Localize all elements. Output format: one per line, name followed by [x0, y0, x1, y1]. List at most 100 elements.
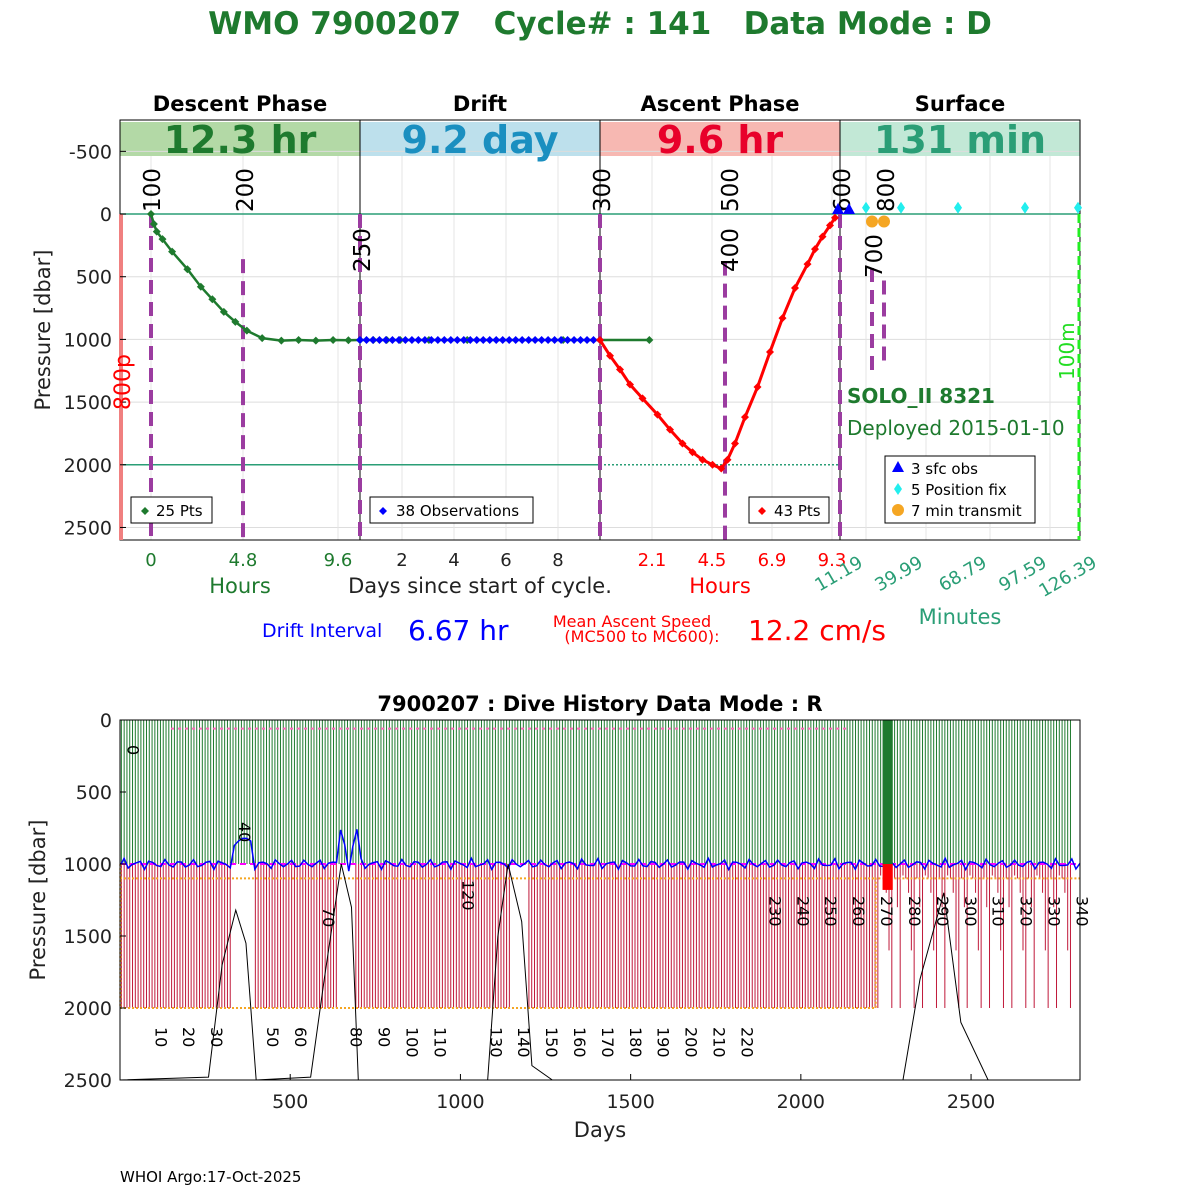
phase-value-0: 12.3 hr	[164, 118, 317, 162]
ascent-x-tick-1: 4.5	[698, 550, 727, 571]
float-model: SOLO_II 8321	[847, 384, 995, 408]
drift-point-25	[518, 336, 527, 345]
y-tick-label-5: 2000	[64, 455, 112, 477]
ascent-point-21	[818, 232, 827, 241]
descent-point-8	[219, 307, 228, 316]
descent-point-0	[147, 210, 155, 219]
descent-point-2	[152, 227, 161, 236]
drift-point-22	[498, 336, 507, 345]
drift-point-14	[446, 336, 455, 345]
cycle-label-230: 230	[765, 896, 784, 927]
profile-segments	[120, 864, 1071, 1008]
cycle-label-340: 340	[1072, 896, 1091, 927]
position-fix-point-1	[897, 201, 905, 214]
ascent-point-1	[606, 351, 614, 360]
cycle-label-140: 140	[514, 1027, 533, 1058]
bottom-x-tick-label-3: 2000	[777, 1091, 825, 1113]
drift-point-0	[356, 336, 364, 345]
ascent-point-8	[688, 448, 697, 457]
phase-header-1: Drift	[453, 92, 507, 116]
cycle-label-40: 40	[235, 822, 254, 842]
descent-point-12	[277, 336, 286, 345]
surface-x-tick-1: 39.99	[871, 552, 926, 596]
descent-point-11	[258, 334, 267, 343]
ascent-point-6	[666, 425, 674, 434]
drift-point-32	[563, 336, 572, 345]
pos-fix-legend-marker	[894, 483, 902, 495]
bottom-y-tick-label-1: 500	[76, 782, 112, 804]
drift-point-26	[524, 336, 533, 345]
drift-legend-label: 38 Observations	[396, 502, 519, 520]
dense-profile-band	[882, 864, 893, 890]
cycle-label-80: 80	[347, 1027, 366, 1047]
drift-point-15	[453, 336, 462, 345]
drift-point-27	[531, 336, 540, 345]
y-tick-label-3: 1000	[64, 329, 112, 351]
marker-label-500: 500	[718, 168, 744, 212]
cycle-label-250: 250	[821, 896, 840, 927]
cycle-label-270: 270	[877, 896, 896, 927]
marker-label-700: 700	[862, 234, 888, 278]
marker-label-100: 100	[140, 168, 166, 212]
drift-point-24	[511, 336, 520, 345]
drift-point-12	[433, 336, 442, 345]
drift-point-33	[570, 336, 579, 345]
drift-point-29	[544, 336, 553, 345]
cycle-label-240: 240	[793, 896, 812, 927]
ascent-point-11	[717, 464, 726, 473]
descent-point-1	[149, 220, 158, 229]
cycle-label-210: 210	[710, 1027, 729, 1058]
ascent-speed-value: 12.2 cm/s	[748, 614, 886, 647]
ascent-x-tick-0: 2.1	[638, 550, 667, 571]
ascent-point-9	[698, 455, 707, 464]
descent-point-14	[311, 336, 320, 345]
drift-point-18	[472, 336, 481, 345]
sfc-obs-legend-label: 3 sfc obs	[911, 460, 978, 478]
drift-x-label: Days since start of cycle.	[348, 574, 612, 598]
phase-header-2: Ascent Phase	[641, 92, 800, 116]
cycle-label-190: 190	[654, 1027, 673, 1058]
descent-legend-marker	[141, 507, 149, 515]
marker-label-250: 250	[350, 228, 376, 272]
drift-point-13	[440, 336, 449, 345]
drift-point-28	[537, 336, 546, 345]
y-tick-label-6: 2500	[64, 517, 112, 539]
bottom-x-tick-label-4: 2500	[947, 1091, 995, 1113]
cycle-label-150: 150	[542, 1027, 561, 1058]
descent-x-tick-1: 4.8	[229, 550, 258, 571]
ascent-x-label: Hours	[689, 574, 751, 598]
cycle-label-330: 330	[1045, 896, 1064, 927]
drift-legend-marker	[379, 507, 387, 515]
float-deployed: Deployed 2015-01-10	[847, 416, 1065, 440]
descent-point-24	[645, 336, 654, 345]
bottom-x-tick-label-1: 1000	[436, 1091, 484, 1113]
cycle-label-0: 0	[123, 745, 142, 755]
y-axis-label: Pressure [dbar]	[31, 250, 55, 411]
descent-legend-label: 25 Pts	[156, 502, 203, 520]
drift-point-5	[388, 336, 397, 345]
drift-point-2	[368, 336, 377, 345]
ascent-legend-marker	[758, 507, 766, 515]
position-fix-point-4	[1074, 201, 1082, 214]
ascent-point-22	[826, 221, 834, 230]
ascent-point-4	[638, 394, 647, 403]
cycle-label-260: 260	[849, 896, 868, 927]
drift-point-35	[583, 336, 592, 345]
phase-value-2: 9.6 hr	[657, 118, 784, 162]
drift-point-20	[485, 336, 494, 345]
ascent-point-10	[708, 460, 717, 469]
phase-header-0: Descent Phase	[153, 92, 327, 116]
bottom-x-tick-label-2: 1500	[606, 1091, 654, 1113]
position-fix-point-2	[954, 201, 962, 214]
drift-point-30	[550, 336, 559, 345]
ascent-point-16	[766, 347, 774, 356]
descent-line	[149, 213, 650, 342]
cycle-label-300: 300	[961, 896, 980, 927]
cycle-label-20: 20	[179, 1027, 198, 1047]
cycle-label-280: 280	[905, 896, 924, 927]
cycle-label-220: 220	[737, 1027, 756, 1058]
descent-point-10	[242, 326, 251, 335]
drift-point-17	[466, 336, 475, 345]
descent-point-7	[208, 295, 217, 304]
